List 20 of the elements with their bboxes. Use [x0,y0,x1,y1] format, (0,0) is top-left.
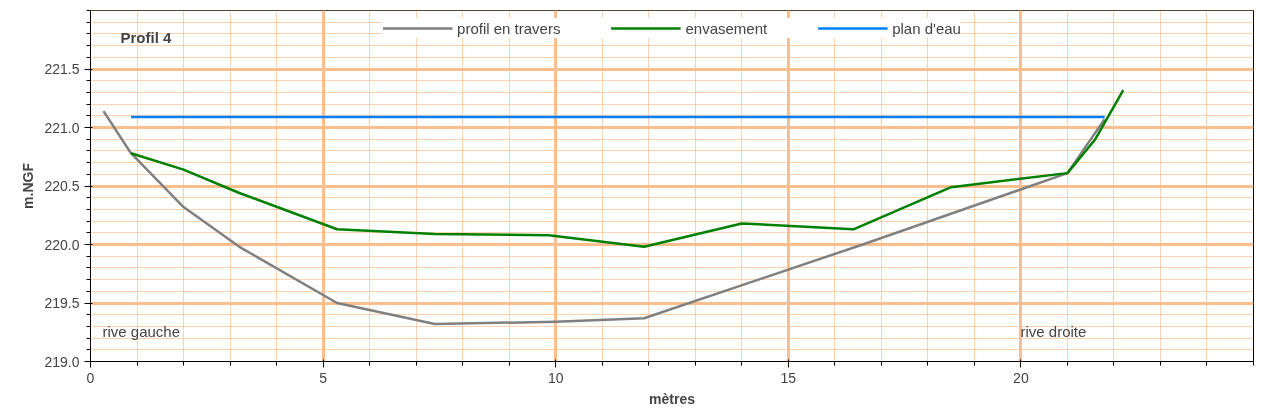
x-tick-label: 0 [86,369,95,386]
legend-label: plan d'eau [892,19,961,37]
y-tick-label: 220.5 [44,178,80,194]
text: Profil 4 [120,28,172,46]
x-tick-label: 5 [319,369,328,386]
x-axis-title: mètres [649,390,696,407]
legend-label: envasement [685,19,768,37]
x-tick-label: 15 [780,369,797,386]
y-tick-label: 219.5 [44,295,80,311]
x-tick-label: 10 [547,369,564,386]
y-tick-label: 219.0 [44,353,80,370]
legend-label: profil en travers [457,19,561,37]
y-axis-title: m.NGF [20,162,37,209]
line-series [129,88,1125,249]
line-series [102,109,1106,326]
annotation: rive gauche [102,322,181,340]
y-tick-label: 221.0 [44,119,80,136]
y-tick-label: 220.0 [44,236,80,253]
x-tick-label: 20 [1013,369,1029,386]
y-tick-label: 221.5 [44,61,80,77]
